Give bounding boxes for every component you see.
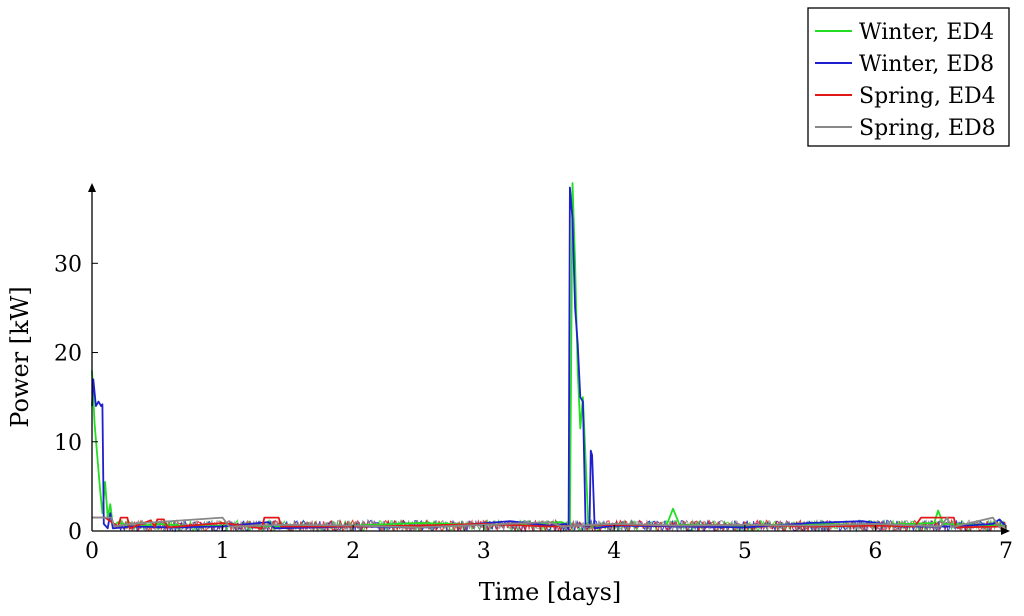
legend-label-3: Spring, ED8 xyxy=(859,116,996,141)
ticks: 0 1 2 3 4 5 6 7 0 10 20 30 xyxy=(54,252,1013,564)
series-layer xyxy=(91,182,1007,531)
legend-label-2: Spring, ED4 xyxy=(859,84,996,109)
x-tick-label-2: 2 xyxy=(346,539,360,564)
series-line-1 xyxy=(91,186,1007,531)
y-tick-label-2: 20 xyxy=(54,342,82,367)
series-line-3 xyxy=(92,516,1007,529)
y-axis-arrow xyxy=(88,183,96,192)
x-tick-label-1: 1 xyxy=(216,539,230,564)
y-tick-label-3: 30 xyxy=(54,252,82,277)
x-tick-label-6: 6 xyxy=(868,539,882,564)
series-line-2 xyxy=(92,516,1007,530)
legend-label-1: Winter, ED8 xyxy=(859,52,994,77)
y-axis-title: Power [kW] xyxy=(6,286,34,427)
x-tick-label-3: 3 xyxy=(477,539,491,564)
legend: Winter, ED4 Winter, ED8 Spring, ED4 Spring,… xyxy=(807,7,1010,147)
axes xyxy=(88,183,1010,535)
x-axis-title: Time [days] xyxy=(479,578,622,606)
y-tick-label-1: 10 xyxy=(54,431,82,456)
x-tick-label-4: 4 xyxy=(607,539,621,564)
legend-label-0: Winter, ED4 xyxy=(859,20,994,45)
series-line-0 xyxy=(91,182,1007,529)
x-tick-label-0: 0 xyxy=(85,539,99,564)
x-tick-label-7: 7 xyxy=(999,539,1013,564)
x-tick-label-5: 5 xyxy=(738,539,752,564)
y-tick-label-0: 0 xyxy=(68,520,82,545)
